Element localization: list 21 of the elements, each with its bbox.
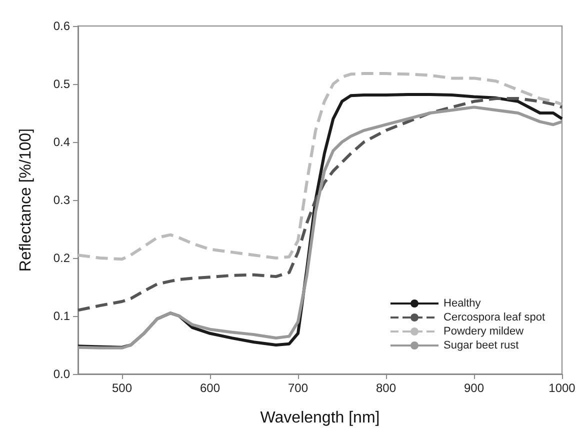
y-tick-label: 0.1 — [53, 309, 70, 323]
legend-label: Powdery mildew — [444, 326, 524, 338]
line-series — [76, 97, 564, 312]
x-tick-label: 700 — [288, 381, 308, 395]
legend-label: Healthy — [444, 298, 482, 310]
y-tick-label: 0.6 — [53, 19, 70, 33]
x-tick-label: 900 — [464, 381, 484, 395]
y-tick-label: 0.4 — [53, 135, 70, 149]
x-tick-label: 500 — [112, 381, 132, 395]
y-tick-label: 0.3 — [53, 193, 70, 207]
legend-label: Sugar beet rust — [444, 340, 519, 352]
x-tick-label: 600 — [200, 381, 220, 395]
y-axis-title: Reflectance [%/100] — [18, 128, 34, 272]
x-tick-label: 800 — [376, 381, 396, 395]
legend-label: Cercospora leaf spot — [444, 312, 545, 324]
x-tick-label: 1000 — [548, 381, 576, 395]
y-tick-label: 0.5 — [53, 77, 70, 91]
y-tick-label: 0.2 — [53, 251, 70, 265]
x-axis-title: Wavelength [nm] — [260, 410, 380, 426]
y-tick-label: 0.0 — [53, 367, 70, 381]
line-series — [76, 72, 564, 261]
